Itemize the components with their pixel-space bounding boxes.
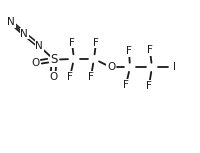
Text: F: F: [69, 38, 75, 48]
Text: N: N: [7, 17, 15, 27]
Text: F: F: [123, 80, 129, 90]
Text: F: F: [147, 45, 153, 56]
Text: F: F: [67, 71, 73, 82]
Text: S: S: [50, 53, 58, 66]
Text: N: N: [35, 41, 43, 51]
Text: F: F: [146, 81, 152, 91]
Text: O: O: [107, 62, 115, 72]
Text: O: O: [49, 71, 57, 82]
Text: F: F: [88, 71, 94, 82]
Text: N: N: [20, 29, 28, 39]
Text: O: O: [31, 58, 39, 68]
Text: F: F: [126, 46, 132, 56]
Text: F: F: [93, 38, 99, 48]
Text: I: I: [172, 62, 176, 72]
